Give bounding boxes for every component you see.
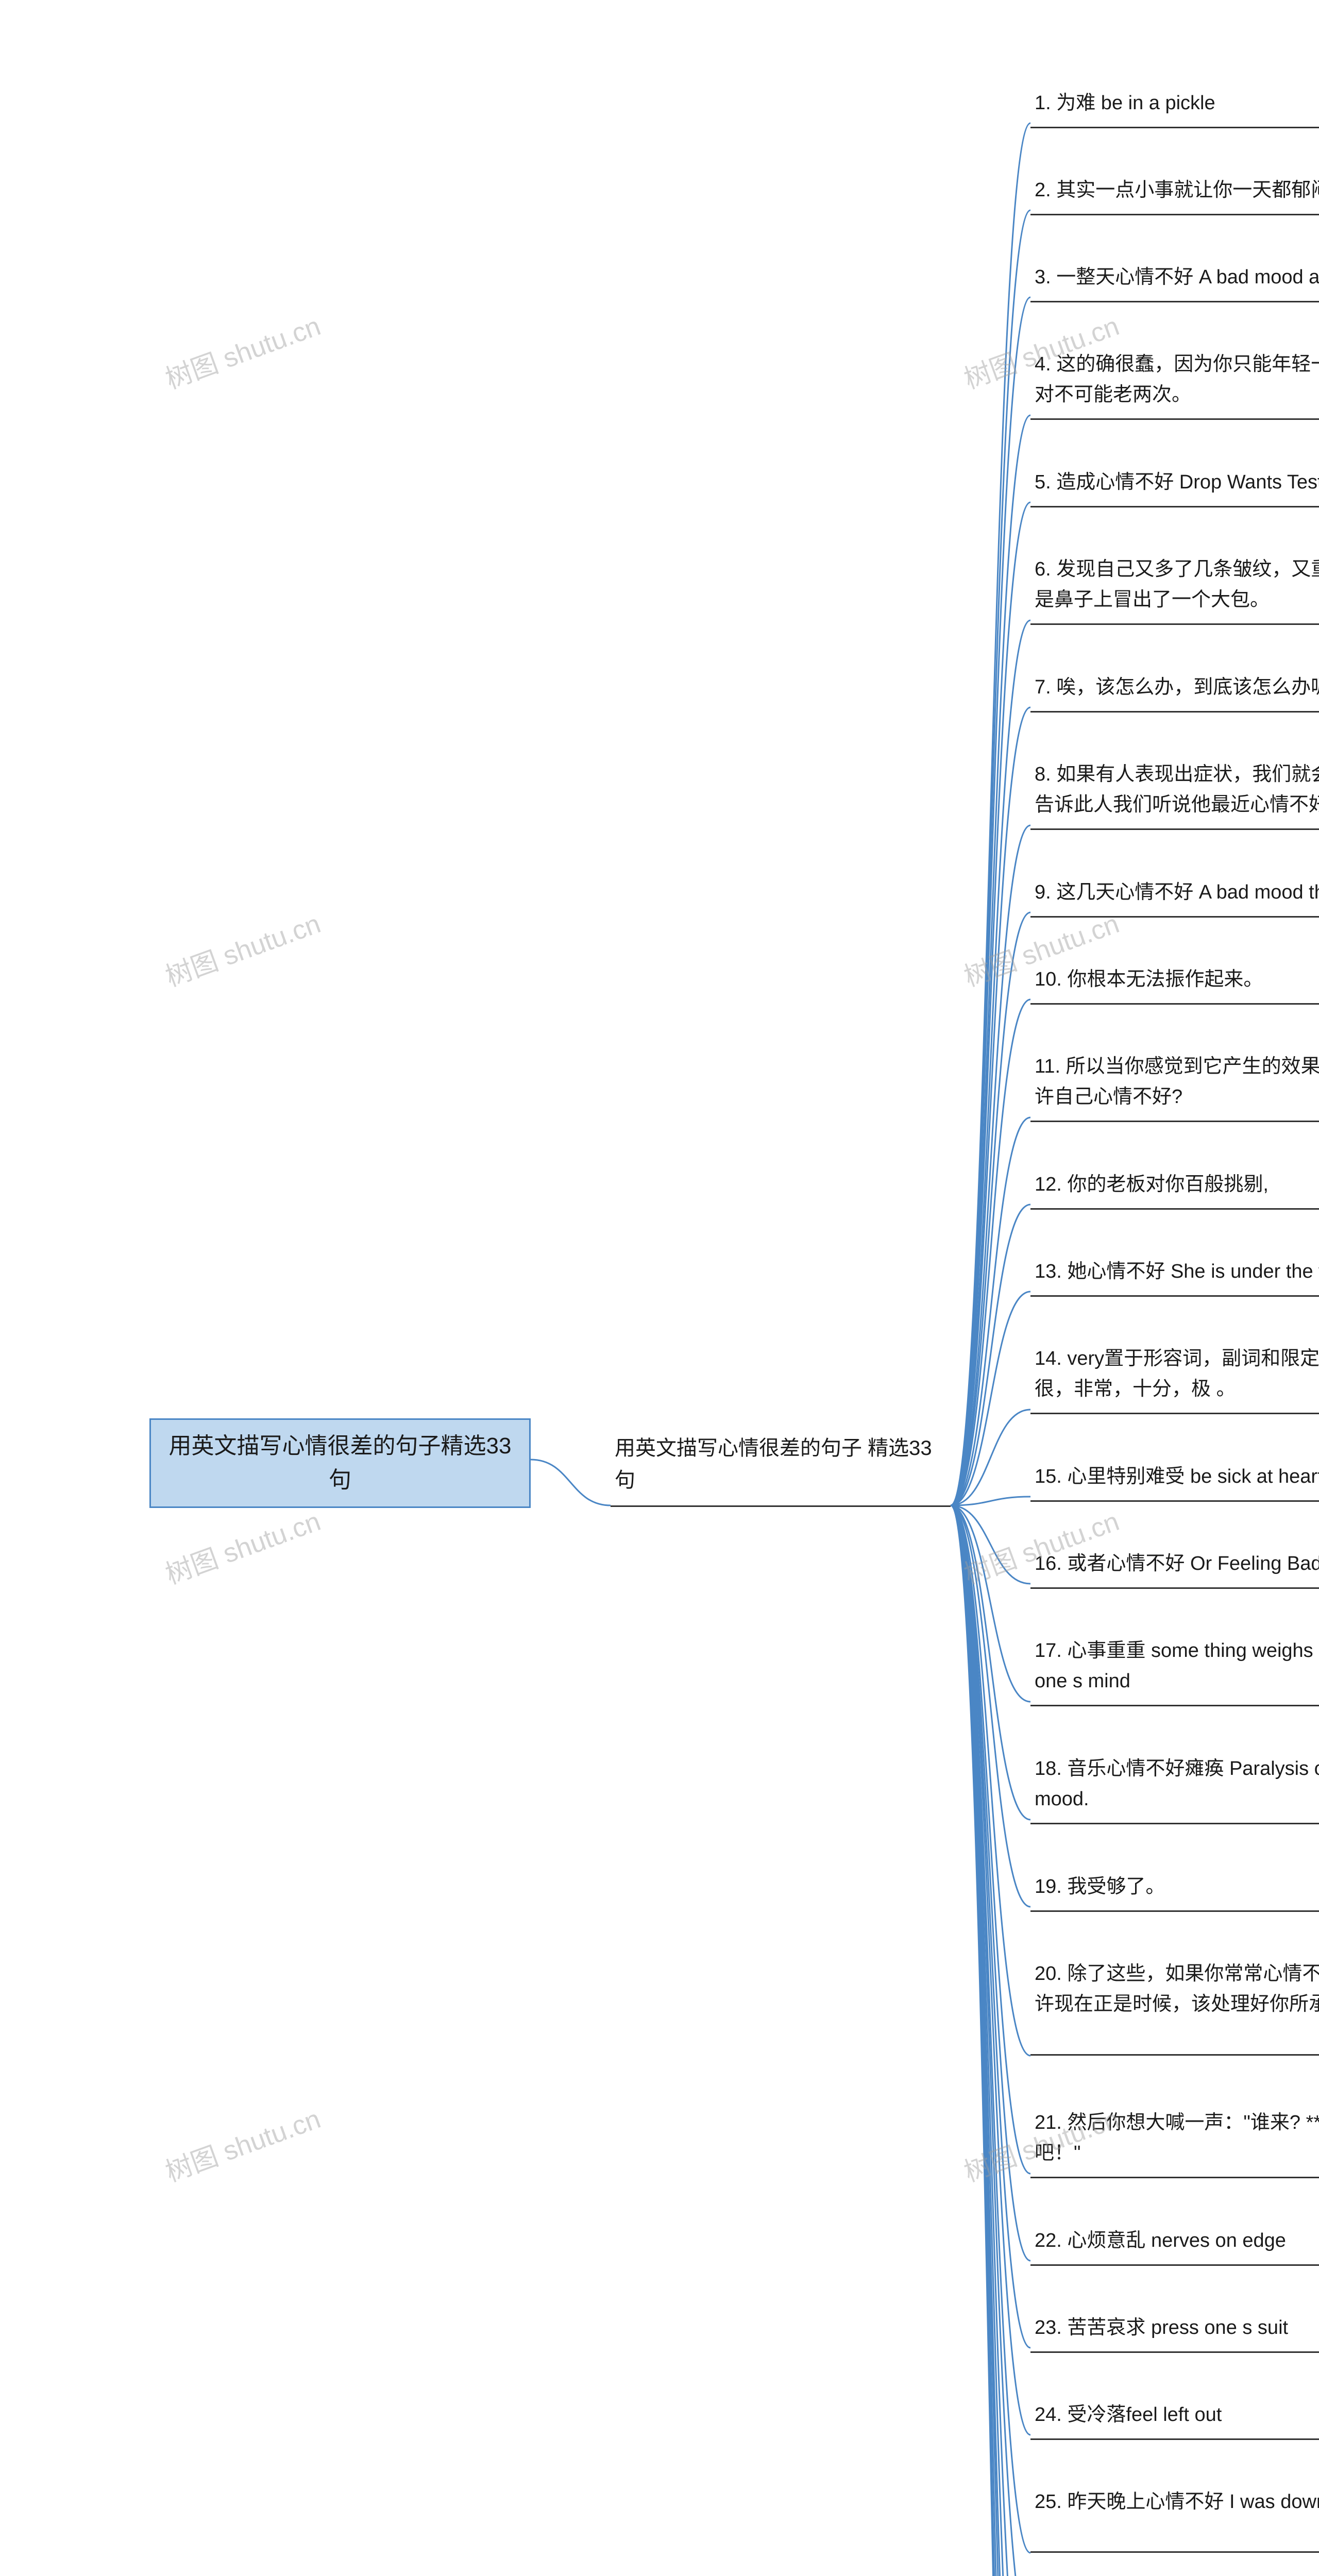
leaf-node-15: 15. 心里特别难受 be sick at heart: [1030, 1458, 1319, 1502]
leaf-node-3: 3. 一整天心情不好 A bad mood all day.: [1030, 258, 1319, 302]
leaf-node-13: 13. 她心情不好 She is under the weather.: [1030, 1252, 1319, 1297]
leaf-text: 3. 一整天心情不好 A bad mood all day.: [1035, 266, 1319, 288]
leaf-node-17: 17. 心事重重 some thing weighs heavily on on…: [1030, 1632, 1319, 1706]
leaf-text: 6. 发现自己又多了几条皱纹，又重了几斤，或是鼻子上冒出了一个大包。: [1035, 558, 1319, 611]
leaf-node-14: 14. very置于形容词，副词和限定词前。表示很，非常，十分，极 。: [1030, 1340, 1319, 1414]
leaf-text: 5. 造成心情不好 Drop Wants Test Object.: [1035, 471, 1319, 493]
watermark: 树图 shutu.cn: [159, 1500, 325, 1591]
leaf-text: 8. 如果有人表现出症状，我们就会拜访他，并告诉此人我们听说他最近心情不好*。: [1035, 764, 1319, 816]
watermark: 树图 shutu.cn: [159, 304, 325, 396]
leaf-node-20: 20. 除了这些，如果你常常心情不好，那么也许现在正是时候，该处理好你所承受的压…: [1030, 1955, 1319, 2056]
leaf-text: 16. 或者心情不好 Or Feeling Bad.: [1035, 1553, 1319, 1574]
leaf-node-21: 21. 然后你想大喊一声："谁来? *******把我打死吧！": [1030, 2104, 1319, 2178]
leaf-node-7: 7. 唉，该怎么办，到底该怎么办呢?: [1030, 668, 1319, 713]
leaf-text: 25. 昨天晚上心情不好 I was down last night.: [1035, 2491, 1319, 2513]
leaf-text: 18. 音乐心情不好瘫痪 Paralysis of music bad mood…: [1035, 1758, 1319, 1810]
leaf-node-12: 12. 你的老板对你百般挑剔,: [1030, 1165, 1319, 1210]
leaf-node-9: 9. 这几天心情不好 A bad mood these days.: [1030, 873, 1319, 918]
root-node: 用英文描写心情很差的句子精选33句: [149, 1418, 531, 1508]
leaf-text: 10. 你根本无法振作起来。: [1035, 969, 1263, 990]
leaf-node-23: 23. 苦苦哀求 press one s suit: [1030, 2309, 1319, 2353]
leaf-node-22: 22. 心烦意乱 nerves on edge: [1030, 2222, 1319, 2266]
leaf-text: 24. 受冷落feel left out: [1035, 2404, 1222, 2426]
mid-text: 用英文描写心情很差的句子 精选33句: [615, 1437, 932, 1492]
watermark: 树图 shutu.cn: [159, 2097, 325, 2189]
leaf-node-6: 6. 发现自己又多了几条皱纹，又重了几斤，或是鼻子上冒出了一个大包。: [1030, 550, 1319, 625]
leaf-text: 12. 你的老板对你百般挑剔,: [1035, 1174, 1269, 1195]
leaf-node-1: 1. 为难 be in a pickle: [1030, 84, 1319, 128]
root-text: 用英文描写心情很差的句子精选33句: [165, 1429, 515, 1497]
leaf-node-25: 25. 昨天晚上心情不好 I was down last night.: [1030, 2483, 1319, 2553]
leaf-node-18: 18. 音乐心情不好瘫痪 Paralysis of music bad mood…: [1030, 1750, 1319, 1824]
leaf-text: 11. 所以当你感觉到它产生的效果时，为什么允许自己心情不好?: [1035, 1056, 1319, 1108]
leaf-text: 9. 这几天心情不好 A bad mood these days.: [1035, 882, 1319, 903]
leaf-node-19: 19. 我受够了。: [1030, 1868, 1319, 1912]
leaf-node-24: 24. 受冷落feel left out: [1030, 2396, 1319, 2440]
leaf-text: 14. very置于形容词，副词和限定词前。表示很，非常，十分，极 。: [1035, 1348, 1319, 1400]
mid-node: 用英文描写心情很差的句子 精选33句: [611, 1427, 951, 1507]
leaf-node-2: 2. 其实一点小事就让你一天都郁闷难当。: [1030, 171, 1319, 215]
leaf-node-16: 16. 或者心情不好 Or Feeling Bad.: [1030, 1545, 1319, 1589]
leaf-text: 2. 其实一点小事就让你一天都郁闷难当。: [1035, 179, 1319, 201]
leaf-node-11: 11. 所以当你感觉到它产生的效果时，为什么允许自己心情不好?: [1030, 1047, 1319, 1122]
canvas: 用英文描写心情很差的句子精选33句 用英文描写心情很差的句子 精选33句 1. …: [0, 0, 1319, 2576]
leaf-text: 23. 苦苦哀求 press one s suit: [1035, 2317, 1288, 2338]
leaf-node-10: 10. 你根本无法振作起来。: [1030, 960, 1319, 1005]
leaf-text: 13. 她心情不好 She is under the weather.: [1035, 1261, 1319, 1282]
leaf-text: 20. 除了这些，如果你常常心情不好，那么也许现在正是时候，该处理好你所承受的压…: [1035, 1963, 1319, 2015]
leaf-text: 4. 这的确很蠢，因为你只能年轻一次，而且绝对不可能老两次。: [1035, 353, 1319, 405]
leaf-text: 19. 我受够了。: [1035, 1876, 1165, 1897]
leaf-text: 22. 心烦意乱 nerves on edge: [1035, 2230, 1286, 2251]
leaf-text: 7. 唉，该怎么办，到底该怎么办呢?: [1035, 676, 1319, 698]
leaf-text: 21. 然后你想大喊一声："谁来? *******把我打死吧！": [1035, 2112, 1319, 2164]
leaf-text: 15. 心里特别难受 be sick at heart: [1035, 1466, 1319, 1487]
leaf-node-4: 4. 这的确很蠢，因为你只能年轻一次，而且绝对不可能老两次。: [1030, 345, 1319, 420]
leaf-node-5: 5. 造成心情不好 Drop Wants Test Object.: [1030, 463, 1319, 507]
watermark: 树图 shutu.cn: [159, 902, 325, 994]
leaf-text: 17. 心事重重 some thing weighs heavily on on…: [1035, 1640, 1319, 1692]
leaf-text: 1. 为难 be in a pickle: [1035, 92, 1215, 114]
leaf-node-8: 8. 如果有人表现出症状，我们就会拜访他，并告诉此人我们听说他最近心情不好*。: [1030, 755, 1319, 830]
